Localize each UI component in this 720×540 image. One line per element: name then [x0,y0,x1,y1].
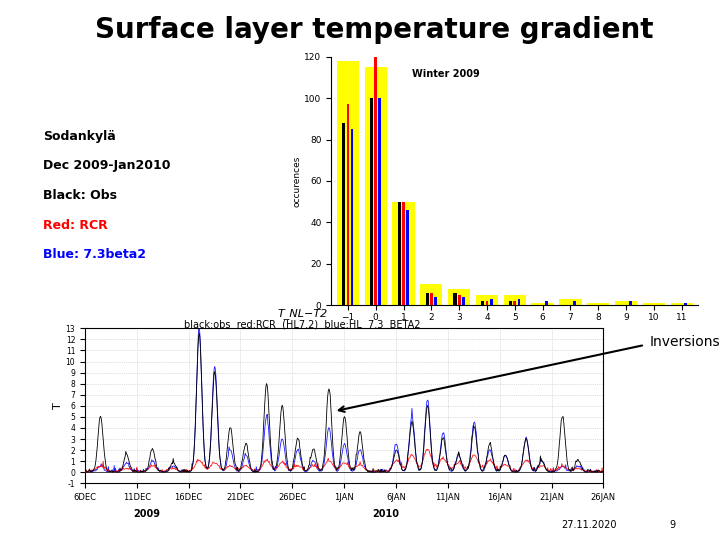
Bar [643,303,665,305]
Text: Inversions: Inversions [650,335,720,349]
Bar [573,301,576,305]
Bar [629,301,631,305]
Bar [458,295,461,305]
Text: 2009: 2009 [134,509,161,519]
Text: T_NL−T2: T_NL−T2 [277,308,328,319]
Bar [374,57,377,305]
Bar [402,201,405,305]
Bar [430,293,433,305]
Bar [504,295,526,305]
Bar [546,301,548,305]
Text: Dec 2009-Jan2010: Dec 2009-Jan2010 [43,159,171,172]
Bar [559,299,582,305]
Bar [476,295,498,305]
Bar [379,98,382,305]
Y-axis label: occurences: occurences [292,155,302,207]
Bar [370,98,373,305]
Bar [351,129,354,305]
Text: Black: Obs: Black: Obs [43,189,117,202]
Bar [406,210,409,305]
Bar [587,303,609,305]
Text: Winter 2009: Winter 2009 [412,69,480,79]
Bar [426,293,429,305]
Bar [485,301,488,305]
Bar [490,299,492,305]
Bar [364,67,387,305]
Bar [670,303,693,305]
Bar [392,201,415,305]
Bar [346,104,349,305]
Text: Sodankylä: Sodankylä [43,130,116,143]
Text: Blue: 7.3beta2: Blue: 7.3beta2 [43,248,146,261]
Bar [448,288,470,305]
Bar [513,301,516,305]
Bar [420,285,443,305]
Text: 27.11.2020: 27.11.2020 [562,520,617,530]
Text: Surface layer temperature gradient: Surface layer temperature gradient [95,16,654,44]
Bar [337,61,359,305]
Bar [481,301,485,305]
Text: 2010: 2010 [372,509,399,519]
Bar [685,303,688,305]
Text: black:obs  red:RCR  (HL7.2)  blue:HL  7.3  BETA2: black:obs red:RCR (HL7.2) blue:HL 7.3 BE… [184,320,420,330]
Bar [518,299,521,305]
Bar [397,201,401,305]
Y-axis label: T: T [53,402,63,409]
Bar [462,297,464,305]
Bar [454,293,456,305]
Bar [434,297,437,305]
Bar [531,303,554,305]
Bar [509,301,513,305]
Text: Red: RCR: Red: RCR [43,219,108,232]
Bar [615,301,637,305]
Text: 9: 9 [670,520,676,530]
Bar [342,123,346,305]
